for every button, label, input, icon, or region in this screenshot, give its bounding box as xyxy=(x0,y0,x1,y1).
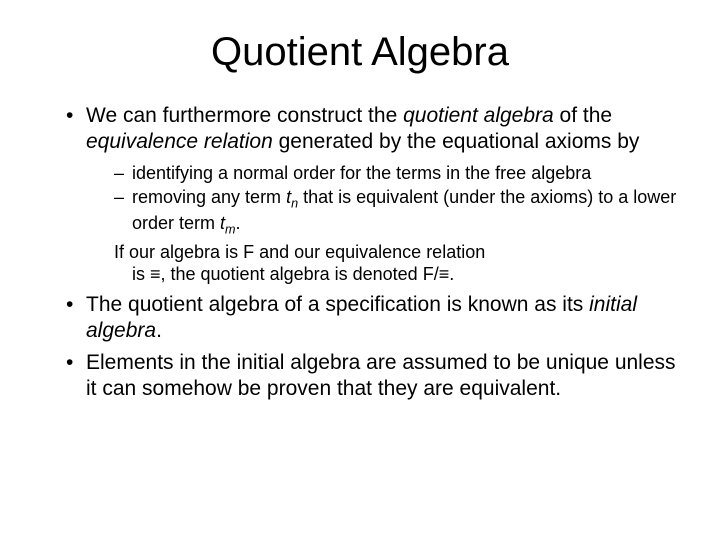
text: The quotient algebra of a specification … xyxy=(86,293,589,316)
italic-text: equivalence relation xyxy=(86,130,273,153)
sub-bullet-1: identifying a normal order for the terms… xyxy=(114,162,680,185)
bullet-2: The quotient algebra of a specification … xyxy=(66,292,680,345)
text: Elements in the initial algebra are assu… xyxy=(86,351,676,400)
sub-text-line-2: is ≡, the quotient algebra is denoted F/… xyxy=(114,263,680,286)
bullet-list: We can furthermore construct the quotien… xyxy=(40,103,680,403)
text: If our algebra is F and our equivalence … xyxy=(114,242,485,262)
text: . xyxy=(156,319,162,342)
subscript-m: m xyxy=(225,223,236,237)
sub-bullet-list: identifying a normal order for the terms… xyxy=(86,162,680,286)
text: is ≡, the quotient algebra is denoted F/… xyxy=(132,264,454,284)
text: of the xyxy=(554,104,612,127)
sub-text-line-1: If our algebra is F and our equivalence … xyxy=(114,241,680,286)
text: identifying a normal order for the terms… xyxy=(132,163,591,183)
text: We can furthermore construct the xyxy=(86,104,403,127)
bullet-1: We can furthermore construct the quotien… xyxy=(66,103,680,286)
bullet-3: Elements in the initial algebra are assu… xyxy=(66,350,680,403)
slide-title: Quotient Algebra xyxy=(40,30,680,75)
sub-bullet-2: removing any term tn that is equivalent … xyxy=(114,186,680,239)
text: generated by the equational axioms by xyxy=(273,130,640,153)
text: . xyxy=(236,213,241,233)
slide: Quotient Algebra We can furthermore cons… xyxy=(0,0,720,540)
text: removing any term xyxy=(132,187,286,207)
italic-text: quotient algebra xyxy=(403,104,554,127)
